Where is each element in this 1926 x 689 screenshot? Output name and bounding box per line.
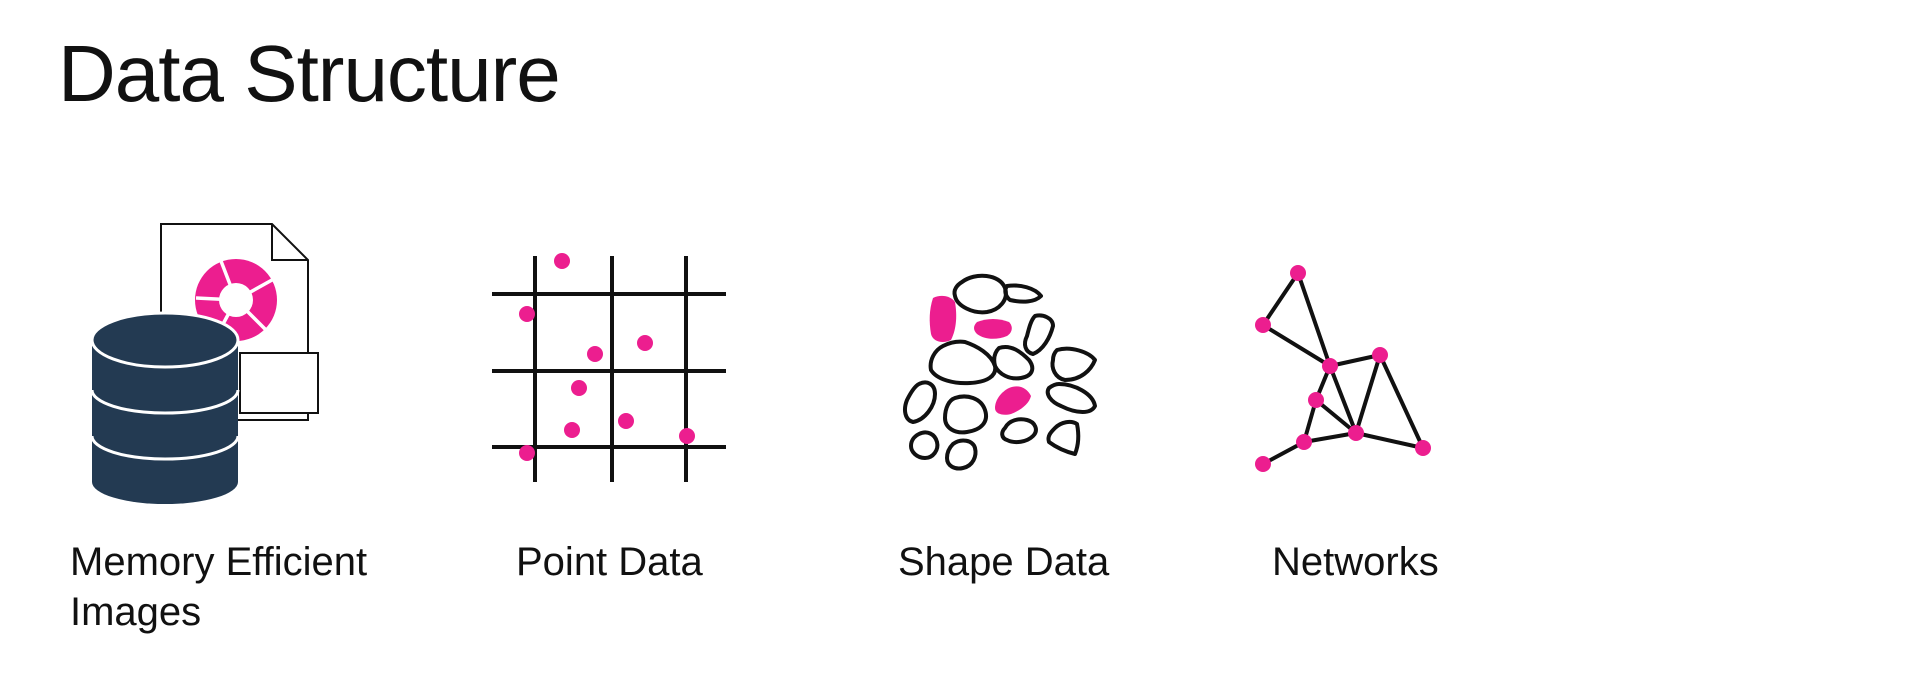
- database-icon: [90, 311, 240, 504]
- shape-data-label: Shape Data: [898, 537, 1109, 587]
- label-line-1: Point Data: [516, 540, 703, 584]
- label-line-1: Shape Data: [898, 540, 1110, 584]
- point-data-label: Point Data: [516, 537, 703, 587]
- network-nodes: [1255, 265, 1431, 472]
- data-points: [519, 253, 695, 461]
- page-title: Data Structure: [58, 29, 561, 118]
- network-edges: [1261, 271, 1425, 466]
- label-line-1: Memory Efficient: [70, 540, 368, 584]
- networks-label: Networks: [1272, 537, 1439, 587]
- polygons-icon: [903, 273, 1097, 471]
- network-graph-icon: [1255, 265, 1431, 472]
- label-line-1: Networks: [1272, 540, 1439, 584]
- highlighted-polygons: [929, 295, 1031, 415]
- polygon-outlines: [903, 273, 1097, 471]
- grid-with-points-icon: [492, 253, 726, 482]
- database-with-image-file-icon: [90, 223, 319, 504]
- grid-lines: [492, 256, 726, 482]
- label-line-2: Images: [70, 590, 202, 634]
- memory-efficient-images-label: Memory Efficient Images: [70, 537, 367, 637]
